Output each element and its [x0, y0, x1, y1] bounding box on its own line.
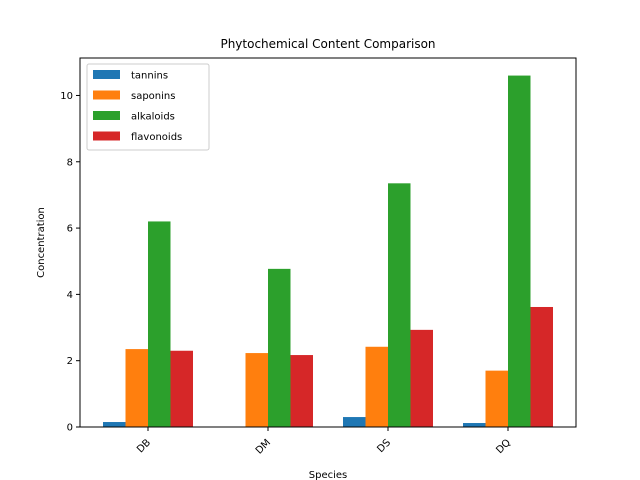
y-tick-label: 8 [67, 157, 73, 168]
bar-alkaloids-DB [148, 221, 171, 427]
bar-flavonoids-DQ [530, 306, 553, 427]
bar-alkaloids-DS [388, 183, 411, 427]
x-tick-label: DB [135, 437, 153, 455]
bar-tannins-DB [103, 422, 126, 427]
y-axis-label: Concentration [36, 207, 47, 278]
y-tick-label: 2 [67, 356, 73, 367]
legend: tannins saponins alkaloids flavonoids [86, 63, 210, 151]
legend-label-alkaloids: alkaloids [131, 112, 175, 123]
y-axis: 0 2 4 6 8 10 [60, 91, 80, 434]
legend-label-flavonoids: flavonoids [131, 132, 182, 143]
bar-flavonoids-DM [290, 355, 313, 427]
bar-tannins-DS [343, 417, 366, 427]
plot-area [103, 75, 553, 428]
y-tick-label: 4 [67, 290, 73, 301]
x-tick-label: DQ [494, 437, 513, 456]
bar-alkaloids-DQ [508, 75, 531, 428]
legend-label-saponins: saponins [131, 91, 175, 102]
x-axis-label: Species [309, 470, 348, 480]
bar-saponins-DS [365, 346, 388, 427]
plot-frame [79, 57, 577, 428]
bar-alkaloids-DM [268, 268, 291, 427]
y-tick-label: 10 [60, 91, 73, 102]
bar-saponins-DB [125, 349, 148, 427]
bar-flavonoids-DS [410, 329, 433, 427]
x-tick-label: DS [375, 437, 393, 455]
legend-swatch-flavonoids [93, 131, 120, 141]
bar-saponins-DQ [485, 370, 508, 427]
legend-label-tannins: tannins [131, 71, 168, 82]
legend-swatch-tannins [93, 70, 120, 79]
chart-title: Phytochemical Content Comparison [220, 37, 435, 51]
x-tick-label: DM [254, 437, 273, 456]
legend-swatch-alkaloids [93, 111, 120, 120]
x-axis: DB DM DS DQ [135, 427, 513, 457]
legend-box [86, 63, 210, 151]
y-tick-label: 0 [67, 423, 73, 434]
legend-swatch-saponins [93, 90, 120, 100]
bar-flavonoids-DB [170, 350, 193, 427]
bar-saponins-DM [245, 353, 268, 427]
y-tick-label: 6 [67, 224, 73, 235]
bar-tannins-DQ [463, 423, 486, 427]
